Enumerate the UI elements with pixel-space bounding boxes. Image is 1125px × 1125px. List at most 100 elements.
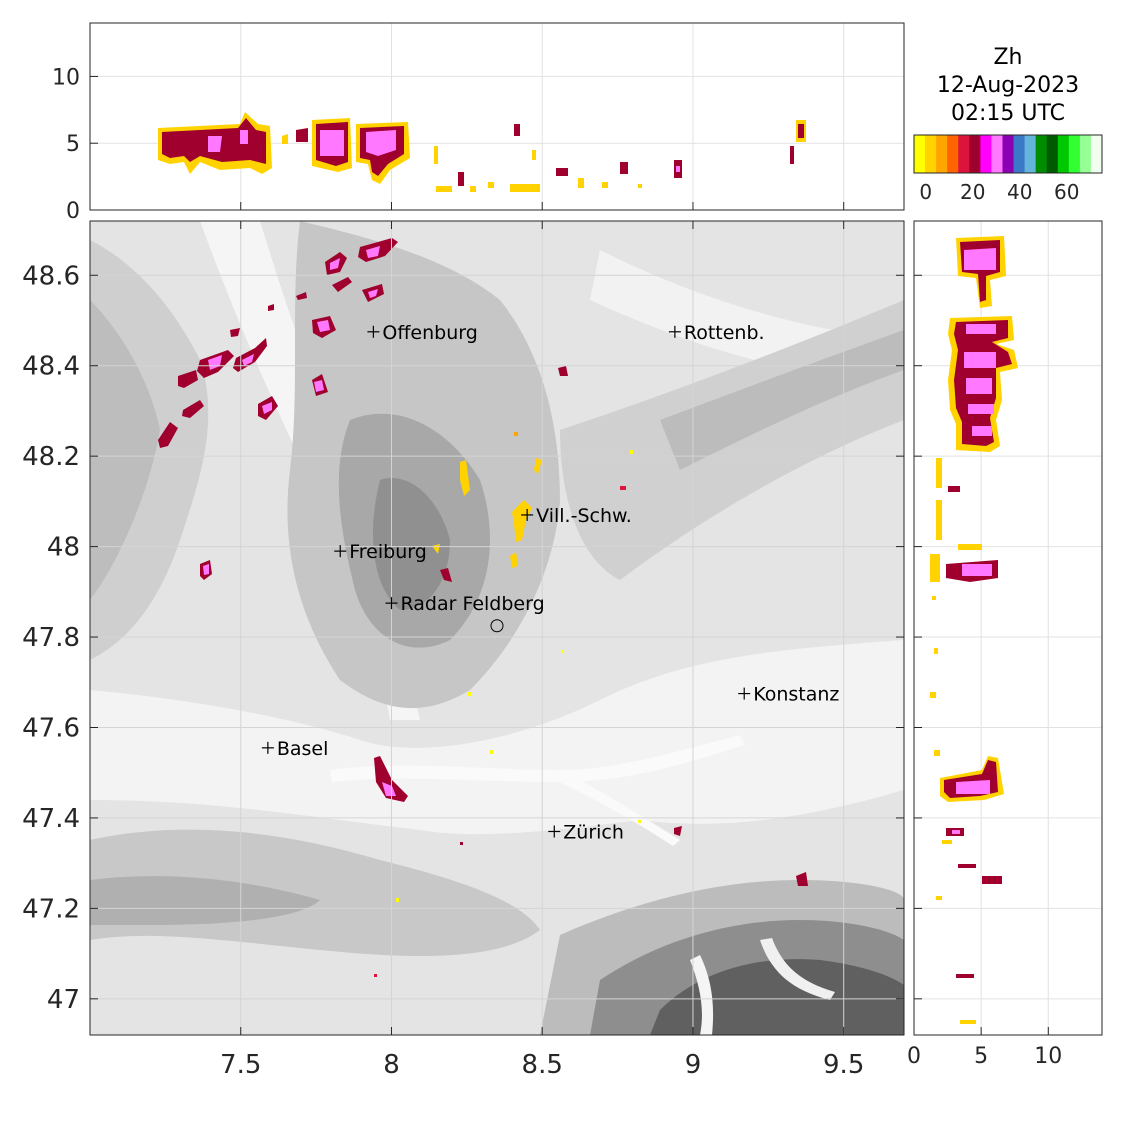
colorbar-swatch (947, 135, 959, 173)
echo-cell (562, 650, 564, 653)
map-y-tick-label: 47.4 (22, 804, 80, 834)
side-x-tick-label: 10 (1034, 1044, 1062, 1069)
map-y-tick-label: 47.8 (22, 623, 80, 653)
side-x-tick-label: 0 (907, 1044, 921, 1069)
place-label: Zürich (563, 822, 624, 844)
map-x-tick-label: 7.5 (220, 1050, 261, 1080)
map-y-tick-label: 48.6 (22, 261, 80, 291)
place-marker: Radar Feldberg (385, 593, 545, 615)
map-x-tick-label: 8.5 (522, 1050, 563, 1080)
colorbar-swatch (914, 135, 926, 173)
echo-cell (233, 338, 267, 372)
echo-cell (460, 842, 463, 845)
echo-cell (490, 750, 493, 754)
colorbar-frame (913, 134, 1103, 174)
echo-cell (200, 560, 212, 580)
echo-cell (312, 374, 328, 396)
echo-cell (514, 432, 518, 436)
echo-cell (796, 872, 808, 886)
map-y-tick-label: 48.2 (22, 442, 80, 472)
colorbar-tick-label: 60 (1054, 180, 1079, 204)
echo-cell (510, 552, 518, 568)
map-axis-ticks: 7.5 8 8.5 9 9.5 48.6 48.4 48.2 48 47.8 47.6 47.4 47.… (22, 221, 904, 1080)
echo-cell (158, 422, 178, 448)
top-height-panel: 0 5 10 (52, 22, 905, 224)
place-label: Freiburg (349, 541, 427, 563)
map-y-tick-label: 47.2 (22, 894, 80, 924)
colorbar-swatch (1024, 135, 1037, 173)
colorbar-swatch (991, 135, 1003, 173)
colorbar-swatch (1079, 135, 1092, 173)
echo-cell (534, 458, 542, 474)
radar-site-marker (490, 619, 504, 633)
echo-cell (362, 284, 384, 302)
echo-cell (332, 277, 352, 292)
echo-cell (638, 820, 641, 823)
place-label: Rottenb. (684, 322, 765, 344)
place-label: Vill.-Schw. (536, 505, 632, 527)
product-time: 02:15 UTC (951, 101, 1065, 126)
colorbar-swatch (1013, 135, 1026, 173)
top-y-tick-label: 5 (66, 132, 80, 157)
colorbar-swatch (969, 135, 981, 173)
echo-cell (312, 316, 336, 338)
echo-cell (468, 692, 471, 696)
colorbar (914, 135, 1103, 173)
map-x-tick-label: 9.5 (823, 1050, 864, 1080)
place-marker: Zürich (548, 822, 624, 844)
colorbar-tick-label: 20 (960, 180, 985, 204)
side-panel-axis-ticks: 0 5 10 (907, 274, 1062, 1069)
colorbar-swatch (980, 135, 992, 173)
place-markers: Offenburg Rottenb. Vill.-Schw. Freiburg Rada… (261, 322, 839, 844)
place-marker: Offenburg (367, 322, 478, 344)
echo-cell (558, 366, 568, 376)
side-panel-background (914, 221, 1102, 1035)
colorbar-swatch (1046, 135, 1059, 173)
map-y-tick-label: 48.4 (22, 352, 80, 382)
legend: Zh 12-Aug-2023 02:15 UTC 0 20 40 60 (913, 45, 1103, 204)
colorbar-ticks: 0 20 40 60 (919, 180, 1079, 204)
side-panel-echoes (930, 236, 1018, 1024)
echo-cell (268, 304, 274, 311)
echo-cell (296, 292, 307, 300)
top-panel-echoes (158, 112, 806, 192)
echo-cell (374, 974, 377, 977)
echo-cell (674, 826, 682, 836)
product-variable: Zh (993, 45, 1022, 70)
top-y-tick-label: 10 (52, 65, 80, 90)
echo-cell (396, 898, 399, 902)
echo-cell (197, 350, 234, 378)
place-marker: Vill.-Schw. (521, 505, 632, 527)
place-label: Radar Feldberg (400, 593, 544, 615)
map-y-tick-label: 47.6 (22, 713, 80, 743)
echo-cell (440, 568, 452, 582)
colorbar-swatch (1002, 135, 1015, 173)
colorbar-tick-label: 40 (1007, 180, 1032, 204)
top-panel-background (90, 23, 904, 210)
colorbar-swatch (958, 135, 970, 173)
map-y-tick-label: 48 (47, 533, 80, 563)
terrain-layer (90, 221, 904, 1035)
side-x-tick-label: 5 (974, 1044, 988, 1069)
map-frame (89, 220, 905, 1036)
colorbar-swatch (936, 135, 948, 173)
echo-cell (325, 252, 347, 275)
side-panel-frame (913, 220, 1103, 1036)
place-marker: Freiburg (334, 541, 427, 563)
colorbar-swatch (1090, 135, 1103, 173)
place-marker: Konstanz (738, 684, 839, 706)
colorbar-swatch (1068, 135, 1081, 173)
map-grid (90, 221, 904, 1035)
place-label: Offenburg (382, 322, 477, 344)
echo-cell (630, 450, 633, 454)
colorbar-swatch (925, 135, 937, 173)
map-panel: Offenburg Rottenb. Vill.-Schw. Freiburg Rada… (22, 220, 905, 1080)
place-label: Konstanz (753, 684, 839, 706)
map-x-tick-label: 9 (685, 1050, 702, 1080)
echo-cell (230, 328, 240, 337)
colorbar-tick-label: 0 (919, 180, 932, 204)
colorbar-swatch (1035, 135, 1048, 173)
echo-cell (258, 396, 278, 420)
echo-cell (620, 486, 626, 490)
top-panel-frame (89, 22, 905, 211)
